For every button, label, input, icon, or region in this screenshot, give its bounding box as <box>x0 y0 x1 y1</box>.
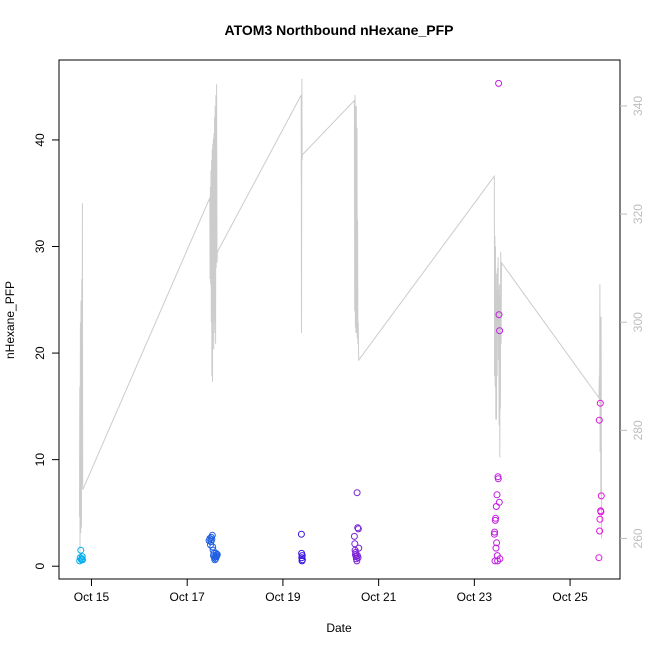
data-point <box>78 553 86 561</box>
y-tick-label: 20 <box>33 346 47 360</box>
data-point <box>595 554 603 562</box>
y2-tick-label: 320 <box>631 204 645 224</box>
y-tick-label: 30 <box>33 240 47 254</box>
data-point <box>496 555 504 563</box>
data-point <box>353 557 361 565</box>
data-point <box>597 492 605 500</box>
data-point <box>495 498 503 506</box>
data-point <box>354 554 362 562</box>
y2-tick-label: 300 <box>631 312 645 332</box>
data-point <box>355 544 363 552</box>
data-point <box>596 399 604 407</box>
right-axis: 260 280 300 320 340 <box>620 96 645 548</box>
x-tick-label: Oct 17 <box>170 590 206 604</box>
data-point <box>493 491 501 499</box>
data-point <box>490 530 498 538</box>
data-point <box>492 503 500 510</box>
data-point <box>494 557 502 565</box>
x-tick-label: Oct 21 <box>361 590 397 604</box>
x-axis-label: Date <box>326 621 352 635</box>
data-point <box>79 556 86 564</box>
y2-tick-label: 340 <box>631 96 645 116</box>
data-point <box>298 556 306 564</box>
data-point <box>297 530 305 538</box>
y-axis-label: nHexane_PFP <box>3 281 17 359</box>
data-point <box>209 543 217 551</box>
data-point <box>492 514 500 522</box>
data-point <box>353 489 361 497</box>
y-tick-label: 0 <box>33 563 47 570</box>
y-tick-label: 40 <box>33 133 47 147</box>
data-point <box>494 475 502 483</box>
data-point <box>495 79 503 87</box>
data-point <box>493 539 501 547</box>
data-point <box>350 532 358 540</box>
y-tick-label: 10 <box>33 453 47 467</box>
chart-title: ATOM3 Northbound nHexane_PFP <box>225 22 454 38</box>
data-point <box>298 552 306 560</box>
data-point <box>208 536 216 544</box>
data-point <box>596 527 604 535</box>
data-point <box>354 525 362 533</box>
y2-tick-label: 260 <box>631 528 645 548</box>
data-point <box>491 528 499 536</box>
data-point <box>213 551 221 558</box>
data-point <box>77 546 85 554</box>
left-axis: 0 10 20 30 40 <box>33 133 59 570</box>
series-line <box>79 78 602 555</box>
data-point <box>354 524 362 532</box>
data-point <box>208 531 216 539</box>
data-point <box>596 515 604 523</box>
data-point <box>492 544 500 552</box>
plot-frame <box>58 59 621 580</box>
series-layer <box>76 78 605 565</box>
y2-tick-label: 280 <box>631 420 645 440</box>
data-point <box>595 416 603 424</box>
x-axis: Oct 15 Oct 17 Oct 19 Oct 21 Oct 23 Oct 25 <box>74 579 588 604</box>
x-tick-label: Oct 25 <box>552 590 588 604</box>
x-tick-label: Oct 19 <box>265 590 301 604</box>
x-tick-label: Oct 23 <box>457 590 493 604</box>
data-point <box>495 311 503 319</box>
data-point <box>496 327 504 335</box>
x-tick-label: Oct 15 <box>74 590 110 604</box>
data-point <box>597 508 605 516</box>
